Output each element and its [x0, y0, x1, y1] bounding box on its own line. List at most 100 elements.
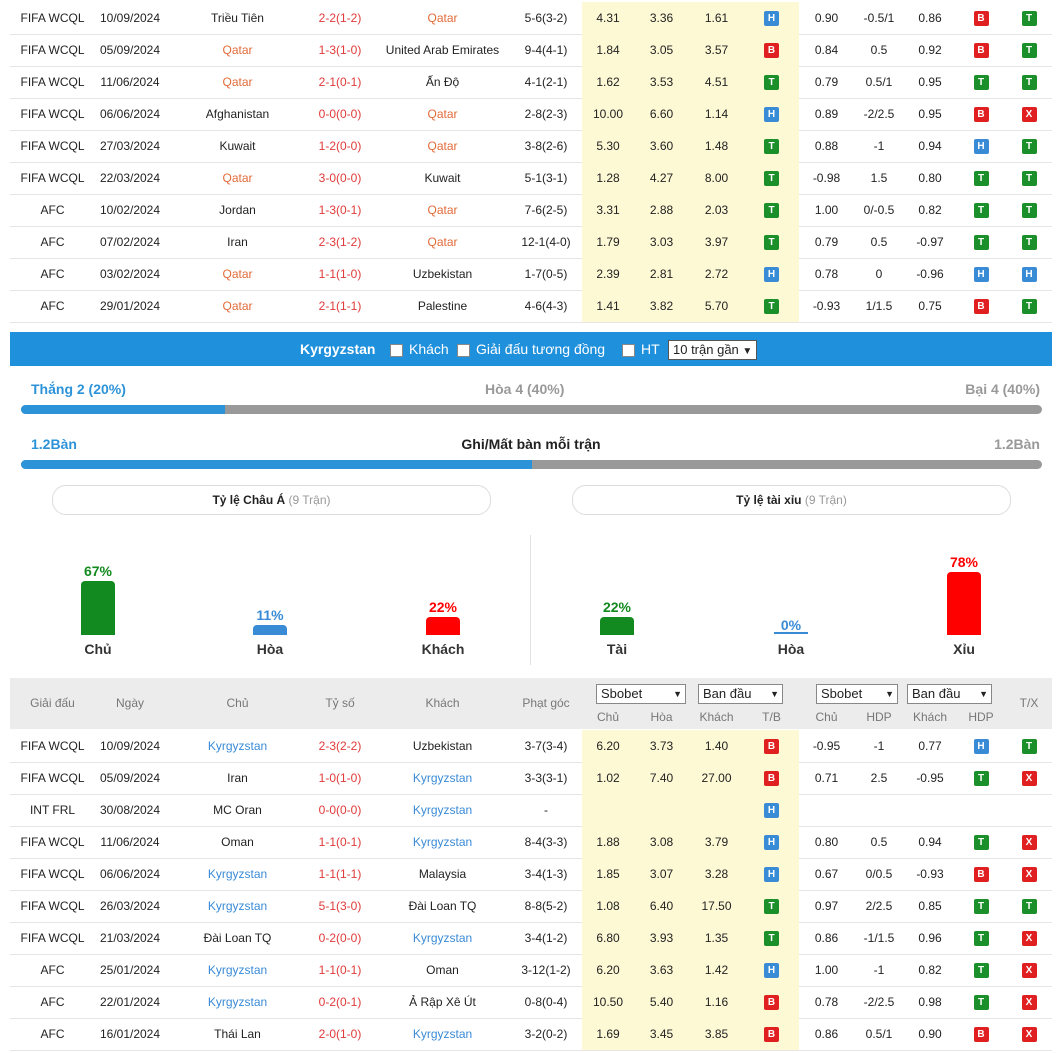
result-badge: H	[973, 267, 989, 283]
cell-a1: 0.67	[814, 867, 839, 881]
result-badge: B	[764, 739, 779, 755]
cell-o3: 1.14	[689, 98, 744, 130]
cell-tx: T	[1006, 66, 1052, 98]
table-row: FIFA WCQL 11/06/2024 Oman 1-1(0-1) Kyrgyzsta…	[10, 826, 1052, 859]
result-badge: B	[973, 299, 989, 315]
result-badge: B	[973, 43, 989, 59]
result-badge: T	[1021, 75, 1037, 91]
cell-o2: 3.05	[634, 34, 689, 66]
cell-away[interactable]: Kyrgyzstan	[412, 835, 473, 849]
cell-home[interactable]: Kyrgyzstan	[207, 899, 268, 913]
cell-away[interactable]: Kyrgyzstan	[412, 1027, 473, 1041]
cell-a1: 0.78	[814, 267, 839, 281]
cell-home[interactable]: Kyrgyzstan	[207, 867, 268, 881]
result-badge: B	[764, 43, 779, 59]
cell-home[interactable]: Oman	[221, 835, 254, 849]
goals-scored: 1.2Bàn	[31, 436, 77, 452]
cell-score: 2-2(1-2)	[318, 11, 362, 25]
cell-away[interactable]: Kyrgyzstan	[412, 931, 473, 945]
result-badge: T	[973, 75, 989, 91]
cell-home[interactable]: Kyrgyzstan	[207, 963, 268, 977]
odds-type-select-2[interactable]: Ban đầu ▼	[907, 684, 992, 704]
cell-home[interactable]: Iran	[227, 771, 248, 785]
cell-league: FIFA WCQL	[20, 139, 85, 153]
same-league-filter[interactable]: Giải đấu tương đồng	[457, 332, 605, 366]
cell-league: FIFA WCQL	[20, 75, 85, 89]
cell-home[interactable]: Jordan	[219, 203, 256, 217]
cell-home[interactable]: Qatar	[222, 299, 253, 313]
chevron-down-icon: ▼	[742, 346, 753, 358]
cell-tx: T	[1006, 226, 1052, 258]
cell-tb: H	[744, 826, 799, 858]
odds-type-select-1[interactable]: Ban đầu ▼	[698, 684, 783, 704]
cell-home[interactable]: MC Oran	[213, 803, 262, 817]
bookmaker-select-1[interactable]: Sbobet ▼	[596, 684, 686, 704]
cell-corner: 1-7(0-5)	[524, 267, 568, 281]
cell-home[interactable]: Qatar	[222, 267, 253, 281]
cell-corner: 5-1(3-1)	[524, 171, 568, 185]
rate-pct: 11%	[256, 607, 284, 623]
same-league-checkbox[interactable]	[457, 343, 470, 357]
table-row: FIFA WCQL 05/09/2024 Iran 1-0(1-0) Kyrgyzsta…	[10, 762, 1052, 795]
cell-away[interactable]: United Arab Emirates	[385, 43, 500, 57]
away-filter[interactable]: Khách	[390, 332, 449, 366]
cell-corner: 0-8(0-4)	[524, 995, 568, 1009]
cell-home[interactable]: Qatar	[222, 43, 253, 57]
cell-away[interactable]: Palestine	[417, 299, 468, 313]
cell-away[interactable]: Malaysia	[418, 867, 467, 881]
cell-away[interactable]: Qatar	[427, 11, 458, 25]
cell-home[interactable]: Qatar	[222, 75, 253, 89]
cell-a2: -1	[873, 139, 885, 153]
cell-away[interactable]: Uzbekistan	[412, 739, 473, 753]
cell-hdp: B	[956, 2, 1006, 34]
cell-tx: T	[1006, 2, 1052, 34]
bookmaker-select-2[interactable]: Sbobet ▼	[816, 684, 898, 704]
ht-checkbox[interactable]	[622, 343, 635, 357]
cell-away[interactable]: Kyrgyzstan	[412, 771, 473, 785]
away-filter-label: Khách	[409, 341, 449, 357]
cell-away[interactable]: Oman	[426, 963, 459, 977]
cell-away[interactable]: Kyrgyzstan	[412, 803, 473, 817]
cell-away[interactable]: Uzbekistan	[412, 267, 473, 281]
cell-away[interactable]: Qatar	[427, 107, 458, 121]
asian-handicap-tab[interactable]: Tỷ lệ Châu Á (9 Trận)	[52, 485, 491, 515]
cell-away[interactable]: Qatar	[427, 139, 458, 153]
cell-home[interactable]: Kyrgyzstan	[207, 995, 268, 1009]
cell-a1: -0.95	[812, 739, 841, 753]
cell-a1: 0.84	[814, 43, 839, 57]
cell-a2: 0.5	[870, 235, 888, 249]
cell-home[interactable]: Iran	[227, 235, 248, 249]
result-badge: T	[973, 235, 989, 251]
recent-select[interactable]: 10 trận gần ▼	[668, 332, 758, 366]
over-under-tab[interactable]: Tỷ lệ tài xỉu (9 Trận)	[572, 485, 1011, 515]
cell-home[interactable]: Đài Loan TQ	[203, 931, 272, 945]
cell-score: 2-1(1-1)	[318, 299, 362, 313]
cell-home[interactable]: Afghanistan	[205, 107, 270, 121]
cell-o3: 1.40	[689, 730, 744, 762]
cell-date: 10/09/2024	[99, 11, 161, 25]
cell-tb: H	[744, 2, 799, 34]
away-checkbox[interactable]	[390, 343, 403, 357]
cell-date: 10/09/2024	[99, 739, 161, 753]
cell-away[interactable]: Qatar	[427, 203, 458, 217]
cell-o2: 3.53	[634, 66, 689, 98]
cell-home[interactable]: Thái Lan	[214, 1027, 261, 1041]
cell-away[interactable]: Ả Rập Xê Út	[409, 995, 476, 1009]
cell-away[interactable]: Ấn Độ	[425, 75, 460, 89]
cell-o1: 1.88	[582, 826, 634, 858]
cell-a2: 2.5	[870, 771, 888, 785]
cell-away[interactable]: Qatar	[427, 235, 458, 249]
cell-home[interactable]: Triều Tiên	[211, 11, 264, 25]
cell-home[interactable]: Kuwait	[219, 139, 256, 153]
result-badge: B	[764, 995, 779, 1011]
table-row: AFC 25/01/2024 Kyrgyzstan 1-1(0-1) Oman 3-12(…	[10, 954, 1052, 987]
cell-away[interactable]: Kuwait	[424, 171, 461, 185]
cell-date: 05/09/2024	[99, 771, 161, 785]
result-badge: T	[973, 995, 989, 1011]
ht-filter[interactable]: HT	[622, 332, 660, 366]
cell-hdp: H	[956, 258, 1006, 290]
cell-home[interactable]: Qatar	[222, 171, 253, 185]
cell-home[interactable]: Kyrgyzstan	[207, 739, 268, 753]
cell-away[interactable]: Đài Loan TQ	[408, 899, 477, 913]
sub-home-2: Chủ	[815, 710, 838, 724]
